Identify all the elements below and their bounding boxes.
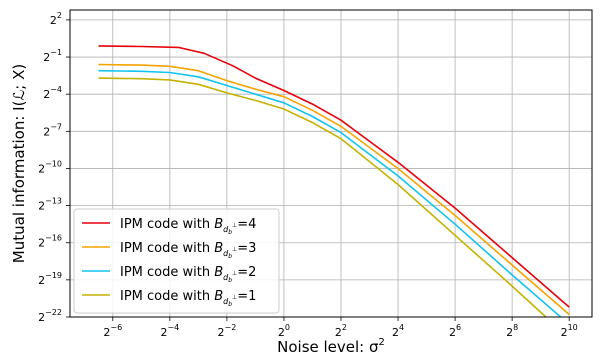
y-tick-label: 22 [50,11,62,27]
legend: IPM code with Bdb⊥=4 IPM code with Bdb⊥=3… [73,208,280,314]
x-axis-label: Noise level: σ2 [277,337,385,356]
y-tick-label: 2−16 [38,234,62,250]
y-tick-label: 2−13 [38,197,62,213]
x-tick-label: 26 [449,323,461,339]
legend-box [73,208,280,314]
x-tick-label: 24 [392,323,404,339]
series-line-4 [98,77,548,317]
y-tick-label: 2−22 [38,308,62,324]
x-tick-label: 2−4 [160,323,179,339]
series-line-3 [98,69,562,317]
series-line-1 [98,45,570,308]
legend-entry: IPM code with Bdb⊥=3 [120,241,256,260]
y-axis-ticks: 22 2−1 2−4 2−7 2−10 2−13 2−16 2−19 2−22 [38,11,70,324]
y-axis-label: Mutual information: I(ℒ; X) [10,64,28,263]
x-axis-ticks: 2−6 2−4 2−2 20 22 24 26 28 210 [103,317,578,339]
y-tick-label: 2−7 [43,122,62,138]
legend-entry: IPM code with Bdb⊥=2 [120,265,256,284]
series-lines [98,45,570,317]
plot-frame [69,9,593,318]
x-tick-label: 28 [506,323,518,339]
x-tick-label: 22 [335,323,347,339]
x-tick-label: 2−6 [103,323,122,339]
legend-entry: IPM code with Bdb⊥=4 [120,217,256,236]
y-tick-label: 2−1 [43,48,62,64]
series-line-2 [98,63,570,316]
y-tick-label: 2−19 [38,271,62,287]
y-tick-label: 2−10 [38,159,62,175]
x-tick-label: 210 [561,323,578,339]
legend-entry: IPM code with Bdb⊥=1 [120,289,256,308]
y-tick-label: 2−4 [43,85,62,101]
x-tick-label: 20 [278,323,290,339]
grid-lines [70,10,592,318]
x-tick-label: 2−2 [217,323,236,339]
